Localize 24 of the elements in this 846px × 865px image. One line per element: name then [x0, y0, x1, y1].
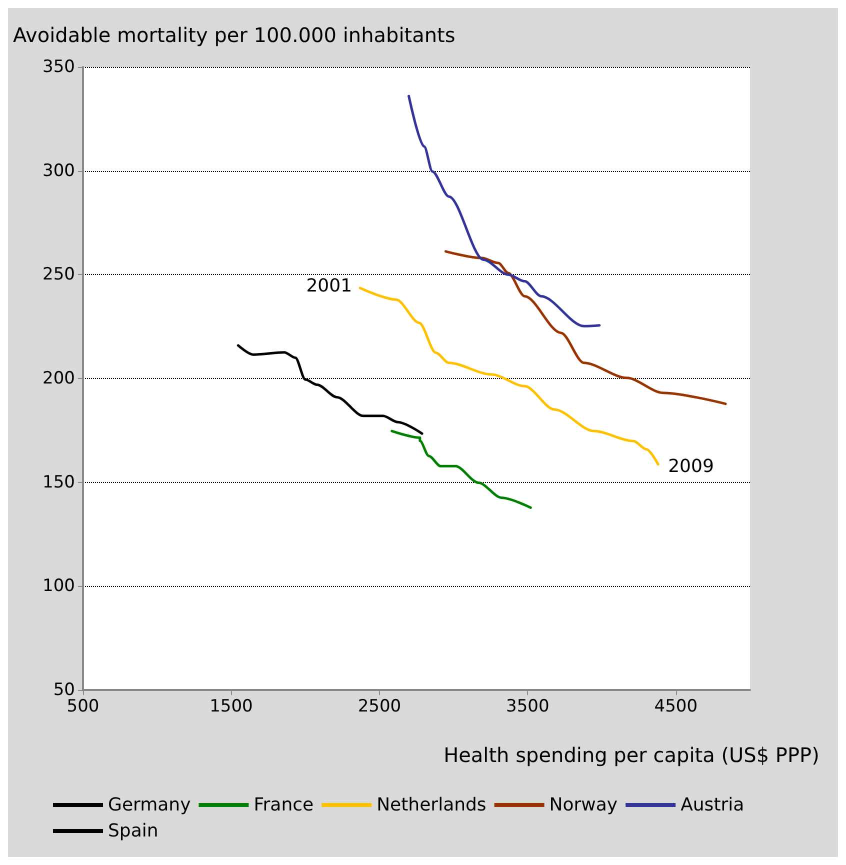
- legend-label: Norway: [549, 794, 618, 816]
- x-axis-title: Health spending per capita (US$ PPP): [444, 743, 820, 767]
- x-tick-label: 1500: [210, 696, 253, 716]
- x-tick-label: 4500: [654, 696, 698, 716]
- y-axis-title: Avoidable mortality per 100.000 inhabitants: [13, 23, 456, 47]
- y-tick-label: 300: [42, 160, 75, 181]
- y-tick-label: 250: [42, 264, 75, 285]
- legend-label: Austria: [680, 794, 744, 816]
- x-tick-label: 2500: [358, 696, 402, 716]
- x-tick-label: 3500: [506, 696, 550, 716]
- legend-label: Spain: [108, 820, 158, 842]
- annotation: 2009: [668, 456, 714, 477]
- y-tick-label: 200: [42, 368, 75, 388]
- y-tick-label: 150: [42, 472, 75, 492]
- line-series: [390, 430, 532, 509]
- y-tick-label: 100: [42, 576, 75, 596]
- y-tick-label: 350: [42, 57, 75, 77]
- annotation: 2001: [306, 275, 352, 296]
- line-series: [358, 286, 660, 466]
- line-series: [444, 250, 727, 406]
- line-series: [408, 94, 601, 328]
- legend-label: France: [254, 794, 314, 816]
- legend-label: Germany: [108, 794, 192, 816]
- legend-label: Netherlands: [376, 794, 486, 816]
